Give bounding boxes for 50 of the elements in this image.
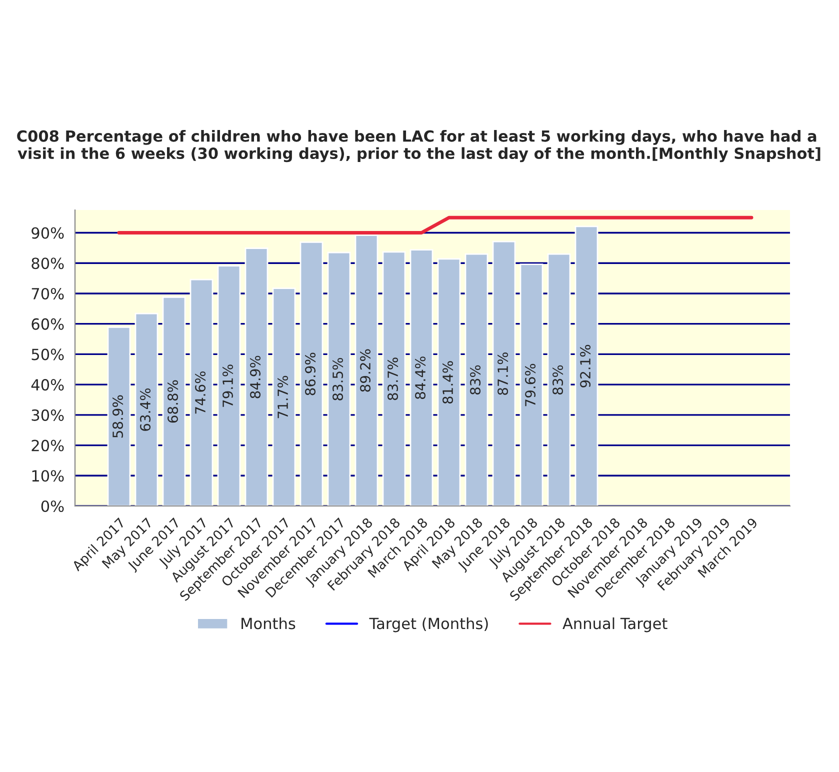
y-tick-label: 80%	[32, 258, 64, 270]
data-label: 63.4%	[140, 388, 151, 431]
bar	[190, 278, 214, 506]
bar	[244, 248, 268, 506]
data-label: 74.6%	[195, 371, 206, 414]
data-label: 83%	[552, 365, 564, 395]
data-label: 58.9%	[112, 395, 124, 438]
chart-title: C008 Percentage of children who have been LAC for at least 5 working days, who have had a visit in the 6 weeks (30 working days), prior to the last day of the month.[Monthly Snapshot]	[17, 130, 820, 162]
bar	[437, 258, 461, 506]
y-tick-label: 0%	[41, 500, 64, 512]
data-label: 86.9%	[305, 352, 316, 396]
data-label: 79.6%	[525, 364, 536, 406]
legend-label: Annual Target	[562, 617, 668, 632]
y-tick-label: 40%	[31, 379, 64, 391]
bar	[327, 252, 351, 506]
bar	[574, 226, 598, 506]
bar	[410, 249, 434, 506]
data-label: 92.1%	[580, 344, 591, 388]
legend-label: Months	[242, 617, 296, 630]
bar	[162, 296, 186, 506]
data-label: 84.9%	[250, 356, 261, 398]
legend-label: Target (Months)	[369, 617, 488, 632]
bar	[272, 288, 296, 506]
bar	[547, 253, 571, 506]
y-tick-label: 20%	[32, 440, 64, 452]
bar	[382, 251, 406, 506]
data-label: 83%	[470, 365, 481, 395]
data-label: 83.7%	[388, 358, 398, 400]
data-label: 68.8%	[168, 380, 178, 423]
y-tick-label: 10%	[32, 470, 64, 482]
bar	[217, 265, 241, 506]
data-label: 81.4%	[442, 361, 454, 404]
bar	[300, 241, 324, 506]
bar	[354, 234, 378, 506]
data-label: 71.7%	[278, 376, 288, 418]
bar	[107, 326, 131, 506]
bar	[464, 253, 488, 506]
y-tick-label: 90%	[32, 227, 64, 239]
data-label: 89.2%	[360, 349, 371, 392]
data-label: 79.1%	[222, 364, 234, 407]
y-tick-label: 60%	[32, 318, 64, 330]
bar	[520, 264, 544, 506]
y-tick-label: 30%	[32, 409, 64, 421]
y-tick-label: 70%	[32, 288, 64, 300]
bar	[134, 312, 158, 506]
data-label: 83.5%	[332, 358, 344, 400]
bar	[492, 240, 516, 506]
data-label: 84.4%	[415, 356, 426, 400]
y-tick-label: 50%	[32, 348, 64, 360]
data-label: 87.1%	[498, 352, 508, 395]
